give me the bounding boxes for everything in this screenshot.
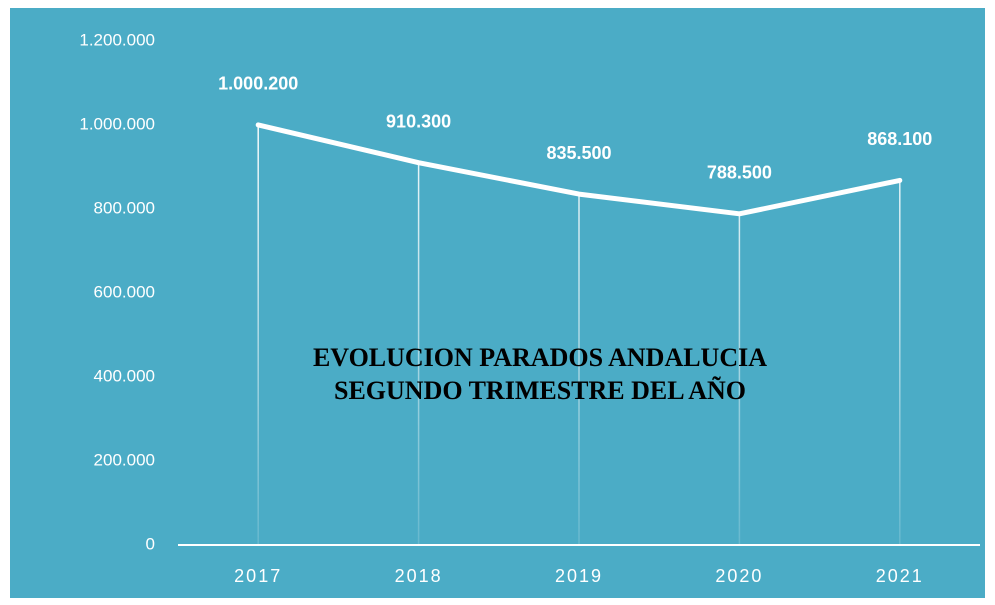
line xyxy=(255,122,903,217)
y-tick-label: 400.000 xyxy=(94,366,155,385)
y-tick-label: 1.200.000 xyxy=(79,30,155,49)
data-label: 1.000.200 xyxy=(218,74,298,94)
x-tick-label: 2018 xyxy=(395,566,443,586)
data-label: 788.500 xyxy=(707,163,772,183)
chart-title: EVOLUCION PARADOS ANDALUCIA xyxy=(313,343,767,372)
y-tick-label: 600.000 xyxy=(94,282,155,301)
data-label: 868.100 xyxy=(867,129,932,149)
x-tick-label: 2021 xyxy=(876,566,924,586)
data-label: 910.300 xyxy=(386,111,451,131)
y-tick-label: 200.000 xyxy=(94,450,155,469)
y-tick-label: 800.000 xyxy=(94,198,155,217)
y-tick-label: 1.000.000 xyxy=(79,114,155,133)
y-tick-label: 0 xyxy=(146,534,155,553)
x-tick-label: 2017 xyxy=(234,566,282,586)
x-tick-label: 2019 xyxy=(555,566,603,586)
x-tick-label: 2020 xyxy=(715,566,763,586)
chart-background xyxy=(10,8,985,598)
chart-title: SEGUNDO TRIMESTRE DEL AÑO xyxy=(334,376,746,405)
data-label: 835.500 xyxy=(546,143,611,163)
